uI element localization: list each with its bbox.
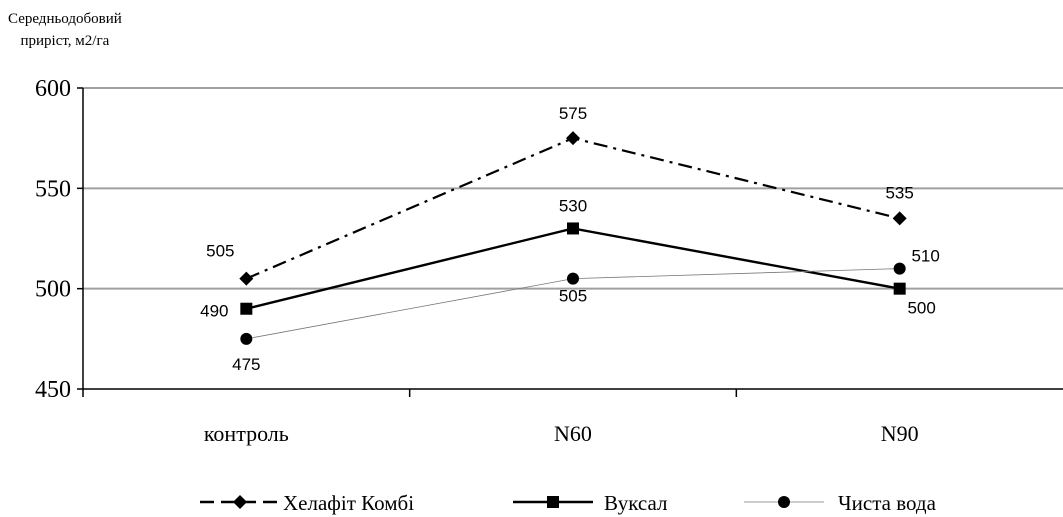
data-point-square (893, 282, 906, 295)
y-tick-label: 550 (35, 176, 71, 202)
legend-label: Чиста вода (838, 491, 937, 515)
data-point-square (567, 222, 579, 235)
data-label: 575 (559, 104, 587, 123)
data-label: 535 (885, 183, 913, 202)
y-axis-label: Середньодобовий приріст, м2/га (8, 8, 122, 52)
legend: Хелафіт Комбі Вуксал Чиста вода (200, 491, 937, 515)
data-labels: 505 575 535 490 530 500 475 505 510 (200, 104, 940, 374)
data-label: 510 (911, 247, 939, 266)
x-tick-label: контроль (204, 421, 289, 446)
x-tick-label: N90 (881, 421, 919, 446)
y-tick-label: 600 (35, 76, 71, 102)
legend-label: Хелафіт Комбі (283, 491, 414, 515)
data-point-square (240, 302, 253, 315)
data-point-circle (240, 332, 253, 345)
data-point-diamond (566, 131, 580, 146)
data-label: 490 (200, 302, 228, 321)
legend-marker-square (547, 496, 559, 508)
x-tick-label: N60 (554, 421, 592, 446)
data-label: 530 (559, 196, 587, 215)
y-axis-label-line1: Середньодобовий (8, 11, 122, 27)
data-point-circle (893, 262, 906, 275)
data-point-diamond (239, 271, 254, 286)
legend-label: Вуксал (604, 491, 667, 515)
y-tick-label: 500 (35, 277, 71, 303)
data-label: 475 (232, 355, 260, 374)
data-label: 500 (907, 299, 935, 318)
data-label: 505 (559, 287, 587, 306)
data-label: 505 (206, 242, 234, 261)
series-group (239, 131, 907, 345)
legend-marker-diamond (233, 495, 247, 509)
data-point-diamond (892, 211, 907, 226)
axes: 450 500 550 600 контроль N60 N90 (35, 76, 1063, 446)
legend-marker-circle (778, 496, 790, 508)
data-point-circle (567, 272, 579, 285)
y-tick-label: 450 (35, 377, 71, 403)
y-axis-label-line2: приріст, м2/га (20, 33, 110, 49)
